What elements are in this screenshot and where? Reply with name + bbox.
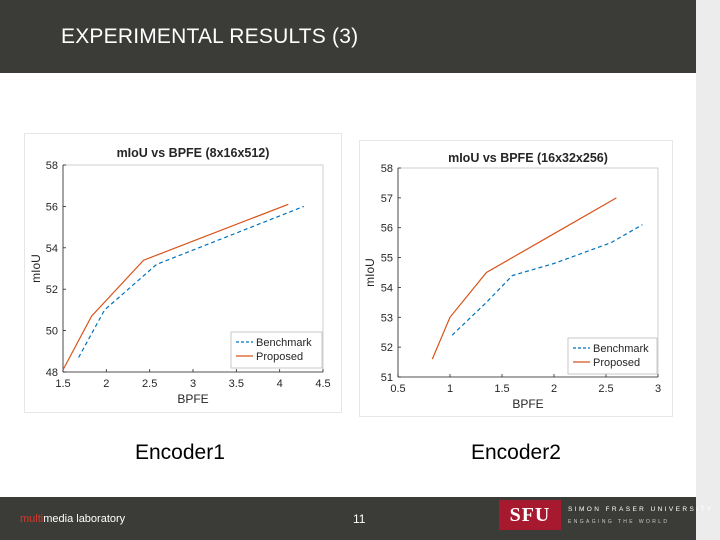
chart2-x-tick-label: 0.5 — [390, 383, 405, 395]
chart1-y-tick-label: 54 — [46, 243, 58, 255]
caption-encoder2: Encoder2 — [471, 441, 561, 464]
chart-encoder2: mIoU vs BPFE (16x32x256) 0.5 1 1.5 2 2.5 3 51 52… — [359, 140, 673, 417]
chart2-legend-box — [567, 337, 658, 375]
chart1-title: mIoU vs BPFE (8x16x512) — [117, 146, 270, 160]
chart-encoder1-svg: mIoU vs BPFE (8x16x512) 1.5 2 2.5 3 3.5 4 4.5 48… — [29, 146, 331, 406]
chart2-legend-label-benchmark: Benchmark — [593, 343, 649, 355]
chart1-y-tick-label: 50 — [46, 326, 58, 338]
chart2-title: mIoU vs BPFE (16x32x256) — [448, 151, 608, 165]
slide-title: EXPERIMENTAL RESULTS (3) — [61, 25, 359, 48]
slide-footer: multimedia laboratory 11 SFU SIMON FRASE… — [0, 497, 711, 540]
lab-name-highlight: multi — [20, 513, 44, 525]
chart1-x-tick-label: 4.5 — [315, 378, 330, 390]
chart2-y-tick-label: 57 — [381, 193, 393, 205]
chart1-y-tick-label: 56 — [46, 201, 58, 213]
chart-encoder2-svg: mIoU vs BPFE (16x32x256) 0.5 1 1.5 2 2.5 3 51 52… — [363, 151, 661, 411]
chart2-x-tick-label: 1 — [447, 383, 453, 395]
lab-name-rest: media laboratory — [43, 513, 126, 525]
chart1-x-axis-label: BPFE — [177, 392, 208, 406]
chart-encoder1: mIoU vs BPFE (8x16x512) 1.5 2 2.5 3 3.5 4 4.5 48… — [24, 133, 342, 413]
chart2-x-tick-label: 2 — [551, 383, 557, 395]
slide-header: EXPERIMENTAL RESULTS (3) — [0, 0, 696, 73]
chart2-x-tick-label: 2.5 — [598, 383, 613, 395]
chart2-series-proposed — [431, 197, 617, 360]
slide-right-edge — [696, 0, 720, 540]
lab-name: multimedia laboratory — [20, 513, 125, 525]
chart2-x-tick-label: 1.5 — [494, 383, 509, 395]
university-tagline: ENGAGING THE WORLD — [568, 519, 670, 525]
chart2-series-benchmark — [451, 224, 643, 336]
chart2-legend-label-proposed: Proposed — [593, 357, 640, 369]
chart2-y-tick-label: 55 — [381, 253, 393, 265]
chart1-y-axis-label: mIoU — [29, 254, 43, 283]
chart1-legend-label-proposed: Proposed — [256, 351, 303, 363]
chart1-y-tick-label: 52 — [46, 284, 58, 296]
chart2-x-axis-label: BPFE — [512, 397, 543, 411]
chart1-x-tick-label: 3.5 — [229, 378, 244, 390]
chart2-y-tick-label: 54 — [381, 282, 393, 294]
chart1-y-tick-label: 48 — [46, 367, 58, 379]
chart2-y-tick-label: 51 — [381, 372, 393, 384]
chart2-y-tick-label: 53 — [381, 312, 393, 324]
chart1-x-tick-label: 3 — [190, 378, 196, 390]
chart1-x-tick-label: 2.5 — [142, 378, 157, 390]
caption-encoder1: Encoder1 — [135, 441, 225, 464]
chart1-series-proposed — [62, 203, 289, 371]
chart2-y-tick-label: 56 — [381, 223, 393, 235]
chart2-y-tick-label: 52 — [381, 342, 393, 354]
chart1-x-tick-label: 1.5 — [55, 378, 70, 390]
university-name: SIMON FRASER UNIVERSITY — [568, 506, 714, 513]
chart2-y-tick-label: 58 — [381, 163, 393, 175]
page-number: 11 — [353, 512, 366, 526]
chart2-y-axis-label: mIoU — [363, 258, 377, 287]
chart1-y-tick-label: 58 — [46, 160, 58, 172]
chart2-x-tick-label: 3 — [655, 383, 661, 395]
sfu-logo: SFU — [499, 500, 561, 530]
chart1-legend-label-benchmark: Benchmark — [256, 337, 312, 349]
chart1-legend-box — [230, 331, 323, 369]
chart1-x-tick-label: 4 — [277, 378, 283, 390]
chart1-x-tick-label: 2 — [103, 378, 109, 390]
